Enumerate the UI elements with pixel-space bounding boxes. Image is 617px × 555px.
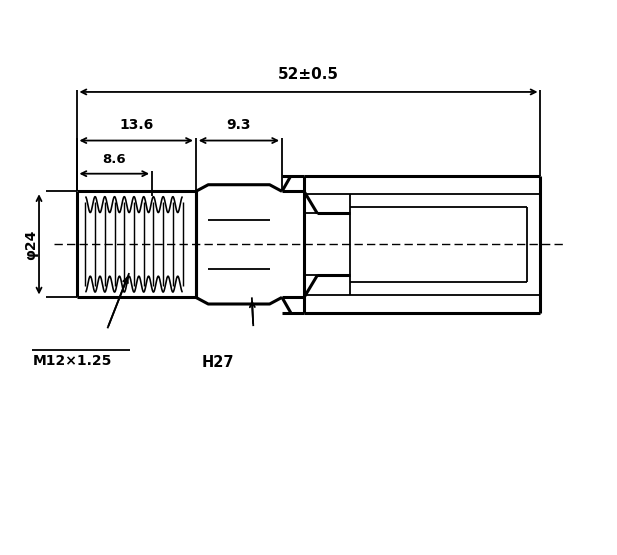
Text: 13.6: 13.6: [119, 118, 154, 132]
Text: 8.6: 8.6: [102, 153, 126, 166]
Text: 9.3: 9.3: [226, 118, 251, 132]
Text: 52±0.5: 52±0.5: [278, 67, 339, 82]
Text: H27: H27: [202, 355, 234, 370]
Text: M12×1.25: M12×1.25: [32, 354, 112, 368]
Text: φ24: φ24: [24, 229, 38, 260]
